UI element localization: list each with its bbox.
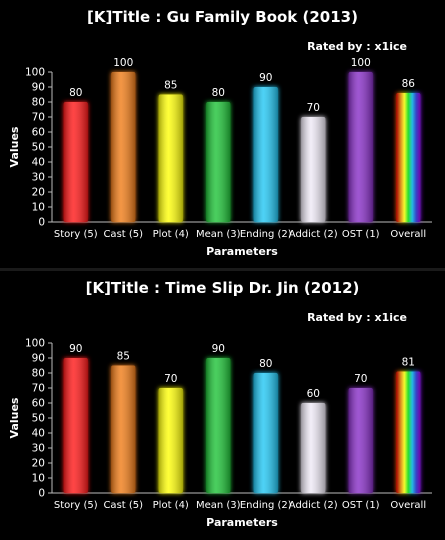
bar-value-label: 85 <box>164 80 177 92</box>
bar-value-label: 100 <box>113 57 133 69</box>
y-axis-label: Values <box>8 397 21 438</box>
bar-group: 81 <box>396 357 421 493</box>
bar-value-label: 80 <box>212 87 225 99</box>
bar-value-label: 70 <box>354 373 367 385</box>
x-tick-label: Ending (2) <box>240 500 292 511</box>
y-tick-label: 10 <box>32 202 45 214</box>
bar-shading <box>206 358 231 493</box>
y-tick-label: 70 <box>32 112 45 124</box>
bar-group: 85 <box>158 80 183 222</box>
bar-shading <box>301 403 326 493</box>
bar-shading <box>301 117 326 222</box>
y-tick-label: 40 <box>32 428 45 440</box>
bar-shading <box>111 365 136 493</box>
y-tick-label: 90 <box>32 353 45 365</box>
bar-group: 100 <box>348 57 373 222</box>
bar-value-label: 80 <box>259 358 272 370</box>
y-tick-label: 30 <box>32 172 45 184</box>
bar-group: 70 <box>158 373 183 493</box>
x-tick-label: Story (5) <box>54 500 98 511</box>
chart-subtitle: Rated by : x1ice <box>307 311 407 324</box>
bar-value-label: 81 <box>402 357 415 369</box>
bar-value-label: 100 <box>351 57 371 69</box>
y-tick-label: 0 <box>38 217 45 229</box>
bar-group: 60 <box>301 388 326 493</box>
y-tick-label: 90 <box>32 82 45 94</box>
bar-group: 90 <box>206 343 231 493</box>
bar-value-label: 86 <box>402 78 416 90</box>
x-tick-label: Plot (4) <box>153 229 189 240</box>
x-tick-label: OST (1) <box>342 229 380 240</box>
y-tick-label: 40 <box>32 157 45 169</box>
x-tick-label: Overall <box>390 229 426 240</box>
bar-shading <box>253 87 278 222</box>
chart-title: [K]Title : Gu Family Book (2013) <box>87 8 358 26</box>
bar-value-label: 80 <box>69 87 82 99</box>
x-axis-label: Parameters <box>206 516 278 529</box>
y-tick-label: 60 <box>32 127 45 139</box>
bar-value-label: 70 <box>307 102 320 114</box>
y-tick-label: 50 <box>32 413 45 425</box>
y-tick-label: 50 <box>32 142 45 154</box>
y-axis-label: Values <box>8 126 21 167</box>
x-tick-label: Addict (2) <box>289 229 338 240</box>
bar-shading <box>348 72 373 222</box>
bar-group: 85 <box>111 351 136 493</box>
bar-group: 80 <box>253 358 278 493</box>
y-tick-label: 20 <box>32 458 45 470</box>
bar-shading <box>253 373 278 493</box>
bar-group: 80 <box>63 87 88 222</box>
bar-group: 70 <box>301 102 326 222</box>
bar-shading <box>63 102 88 222</box>
bar-group: 100 <box>111 57 136 222</box>
x-tick-label: Ending (2) <box>240 229 292 240</box>
y-tick-label: 0 <box>38 488 45 500</box>
bar-value-label: 70 <box>164 373 177 385</box>
bar-chart: 0 10 20 30 40 50 60 70 80 90 100 Values Parameters 80… <box>8 57 432 258</box>
bar-group: 90 <box>253 72 278 222</box>
x-tick-label: Mean (3) <box>196 229 241 240</box>
chart-subtitle: Rated by : x1ice <box>307 40 407 53</box>
y-tick-label: 60 <box>32 398 45 410</box>
bar-shading <box>396 93 421 222</box>
bar-shading <box>158 388 183 493</box>
bar-group: 70 <box>348 373 373 493</box>
bar-group: 80 <box>206 87 231 222</box>
chart-panel-time-slip-dr-jin: [K]Title : Time Slip Dr. Jin (2012) Rate… <box>0 271 445 539</box>
bar-shading <box>63 358 88 493</box>
y-tick-label: 80 <box>32 368 45 380</box>
bar-value-label: 90 <box>69 343 82 355</box>
y-tick-label: 20 <box>32 187 45 199</box>
bar-group: 86 <box>396 78 421 222</box>
y-tick-label: 10 <box>32 473 45 485</box>
y-tick-label: 100 <box>25 338 45 350</box>
y-tick-label: 100 <box>25 67 45 79</box>
bar-shading <box>396 371 421 493</box>
x-tick-label: Cast (5) <box>103 229 143 240</box>
bar-shading <box>348 388 373 493</box>
y-tick-label: 80 <box>32 97 45 109</box>
y-tick-label: 70 <box>32 383 45 395</box>
y-tick-label: 30 <box>32 443 45 455</box>
bar-chart: 0 10 20 30 40 50 60 70 80 90 100 Values Parameters 90… <box>8 338 432 529</box>
chart-title: [K]Title : Time Slip Dr. Jin (2012) <box>85 279 360 297</box>
bar-shading <box>206 102 231 222</box>
bar-value-label: 60 <box>307 388 320 400</box>
x-tick-label: Story (5) <box>54 229 98 240</box>
x-tick-label: Cast (5) <box>103 500 143 511</box>
bar-value-label: 90 <box>212 343 225 355</box>
bar-shading <box>158 94 183 222</box>
x-tick-label: Addict (2) <box>289 500 338 511</box>
chart-panel-gu-family-book: [K]Title : Gu Family Book (2013) Rated b… <box>0 0 445 268</box>
bar-shading <box>111 72 136 222</box>
panel-divider <box>0 268 445 271</box>
x-tick-label: Overall <box>390 500 426 511</box>
bar-value-label: 85 <box>117 351 130 363</box>
x-tick-label: Plot (4) <box>153 500 189 511</box>
x-tick-label: Mean (3) <box>196 500 241 511</box>
x-tick-label: OST (1) <box>342 500 380 511</box>
x-axis-label: Parameters <box>206 245 278 258</box>
bar-value-label: 90 <box>259 72 272 84</box>
bar-group: 90 <box>63 343 88 493</box>
